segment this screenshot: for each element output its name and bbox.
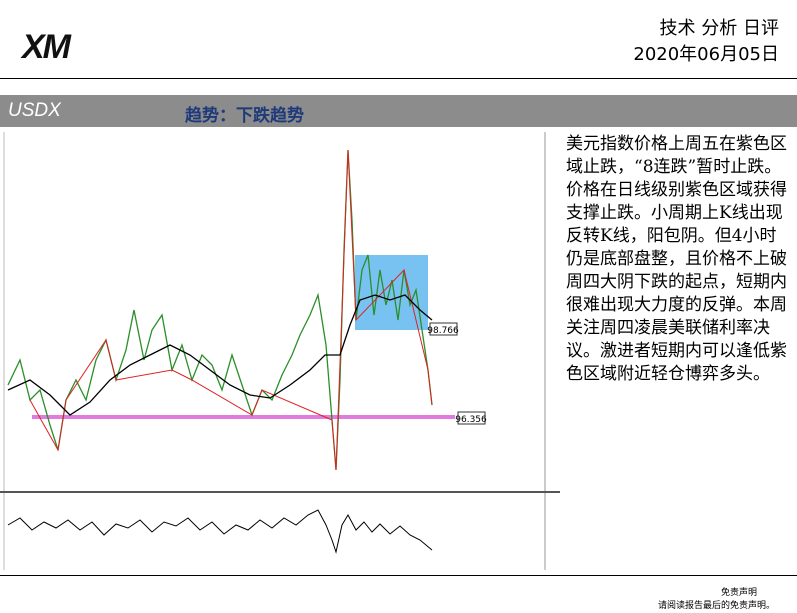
- logo: XM: [22, 28, 71, 66]
- disclaimer: 免责声明: [720, 588, 757, 598]
- divider: [0, 78, 797, 79]
- disclaimer-note: 请阅读报告最后的免责声明。: [657, 601, 775, 611]
- label-box: [429, 322, 458, 336]
- symbol: USDX: [8, 100, 61, 121]
- divider: [0, 575, 797, 576]
- moving-average: [7, 294, 433, 416]
- trend: 趋势：下跌趋势: [185, 106, 304, 126]
- report-date: 2020年06月05日: [633, 44, 779, 65]
- price-down: [29, 149, 433, 471]
- chart-image: 98.766 96.356: [0, 132, 560, 570]
- price-label: 96.356: [455, 415, 487, 425]
- zone: [355, 255, 428, 330]
- section-band: [0, 95, 797, 127]
- report-title: 技术 分析 日评: [659, 18, 779, 39]
- oscillator: [7, 509, 433, 554]
- price-label: 98.766: [427, 326, 459, 336]
- label-box: [457, 411, 486, 425]
- price: [7, 149, 433, 471]
- analysis-text: 美元指数价格上周五在紫色区域止跌，“8连跌”暂时止跌。价格在日线级别紫色区域获得…: [566, 134, 787, 384]
